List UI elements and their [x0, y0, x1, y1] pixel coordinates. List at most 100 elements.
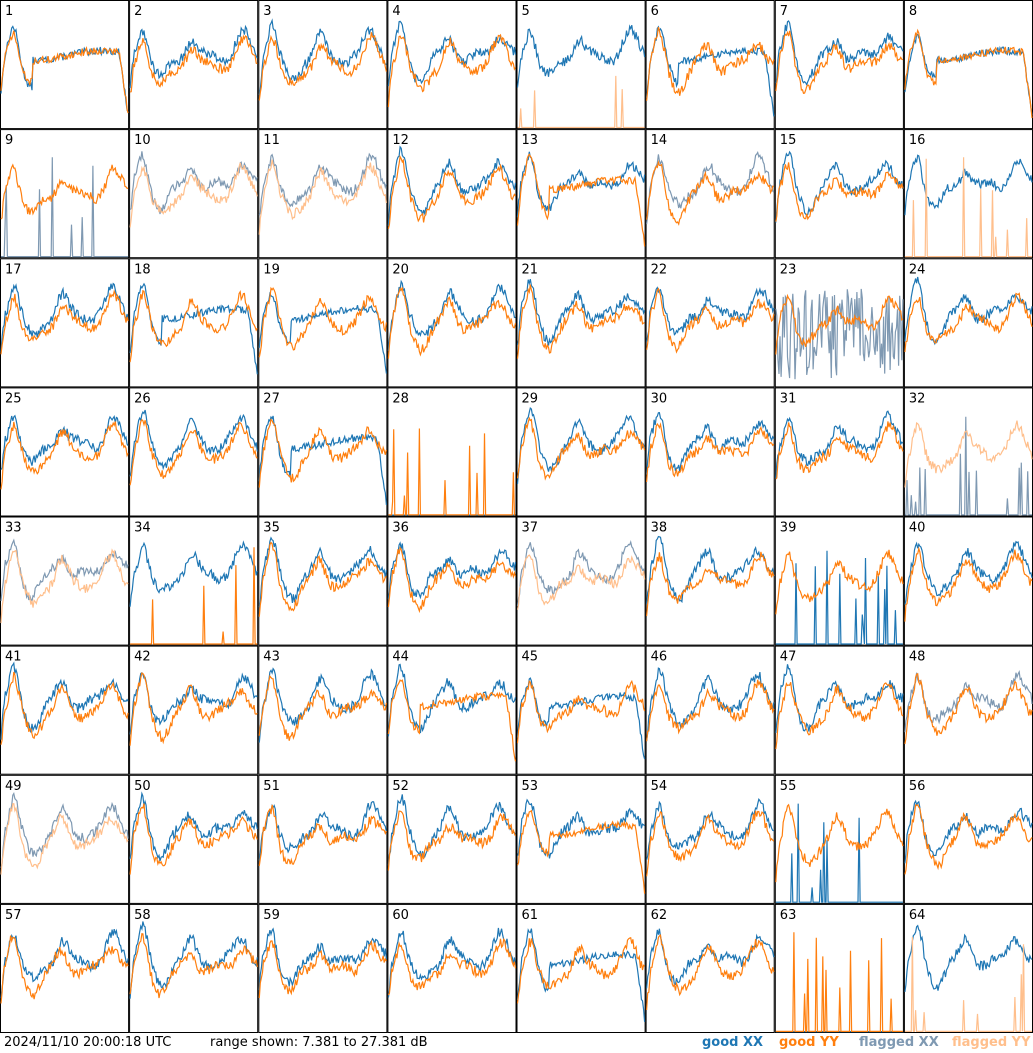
tile-17: 17: [0, 258, 130, 388]
tile-label: 63: [780, 908, 797, 923]
tile-frame: [645, 0, 775, 130]
series-yy: [646, 934, 775, 1011]
series-xx: [387, 541, 517, 600]
tile-label: 7: [780, 4, 788, 19]
series-xx: [646, 535, 775, 605]
tile-frame: [516, 0, 646, 130]
tile-20: 20: [387, 258, 517, 388]
series-yy: [775, 681, 904, 750]
tile-label: 8: [909, 4, 917, 19]
tile-frame: [129, 774, 259, 904]
series-yy: [387, 810, 517, 871]
tile-55: 55: [774, 774, 904, 904]
tile-33: 33: [0, 516, 130, 646]
series-xx: [129, 921, 258, 999]
series-yy: [129, 289, 258, 363]
tile-3: 3: [258, 0, 388, 130]
tile-frame: [0, 258, 130, 388]
tile-frame: [387, 645, 517, 775]
series-xx: [775, 550, 903, 645]
tile-frame: [774, 387, 904, 517]
series-xx: [904, 540, 1033, 605]
tile-label: 54: [651, 779, 668, 794]
tile-frame: [903, 129, 1033, 259]
tile-label: 23: [780, 262, 797, 277]
series-xx: [258, 536, 387, 608]
tile-frame: [129, 129, 259, 259]
tile-label: 17: [5, 262, 22, 277]
series-yy: [130, 547, 258, 645]
tile-label: 34: [134, 521, 151, 536]
series-xx: [516, 406, 646, 485]
series-yy: [904, 937, 1032, 1032]
tile-44: 44: [387, 645, 517, 775]
tile-51: 51: [258, 774, 388, 904]
series-xx: [129, 151, 258, 215]
tile-frame: [387, 387, 517, 517]
series-yy: [0, 935, 129, 1004]
series-yy: [646, 810, 775, 877]
tile-26: 26: [129, 387, 259, 517]
tile-label: 37: [522, 521, 539, 536]
series-xx: [775, 20, 904, 87]
tile-label: 26: [134, 391, 151, 406]
tile-50: 50: [129, 774, 259, 904]
series-xx: [129, 24, 258, 89]
tile-label: 47: [780, 650, 797, 665]
tile-45: 45: [516, 645, 646, 775]
tile-22: 22: [645, 258, 775, 388]
series-xx: [516, 540, 646, 606]
tile-frame: [129, 645, 259, 775]
tile-frame: [774, 645, 904, 775]
series-yy: [258, 674, 387, 741]
series-xx: [516, 928, 646, 1022]
series-xx: [0, 282, 129, 353]
series-yy: [646, 551, 775, 617]
series-yy: [904, 157, 1032, 258]
footer: 2024/11/10 20:00:18 UTC range shown: 7.3…: [0, 1033, 1033, 1053]
series-xx: [775, 664, 904, 733]
series-xx: [129, 409, 258, 477]
tile-frame: [774, 516, 904, 646]
series-xx: [516, 24, 646, 88]
tile-23: 23: [774, 258, 904, 388]
series-yy: [387, 546, 517, 614]
series-yy: [775, 162, 904, 222]
tile-frame: [903, 516, 1033, 646]
tile-label: 42: [134, 650, 151, 665]
series-yy: [516, 679, 646, 744]
tile-56: 56: [903, 774, 1033, 904]
tile-10: 10: [129, 129, 259, 259]
tile-frame: [0, 774, 130, 904]
series-xx: [129, 791, 258, 862]
tile-label: 39: [780, 521, 797, 536]
tile-38: 38: [645, 516, 775, 646]
series-xx: [387, 663, 517, 737]
tile-41: 41: [0, 645, 130, 775]
tile-label: 21: [522, 262, 539, 277]
tile-label: 16: [909, 133, 926, 148]
tile-frame: [0, 645, 130, 775]
series-yy: [258, 159, 387, 235]
tile-48: 48: [903, 645, 1033, 775]
tile-34: 34: [129, 516, 259, 646]
tile-frame: [129, 387, 259, 517]
series-yy: [258, 418, 387, 488]
series-xx: [516, 151, 646, 218]
series-xx: [258, 415, 387, 506]
tile-frame: [0, 129, 130, 259]
series-yy: [646, 159, 774, 226]
tile-47: 47: [774, 645, 904, 775]
series-xx: [904, 154, 1033, 216]
tile-label: 35: [263, 521, 280, 536]
tile-frame: [387, 129, 517, 259]
tile-label: 20: [392, 262, 409, 277]
tile-11: 11: [258, 129, 388, 259]
tile-39: 39: [774, 516, 904, 646]
tile-2: 2: [129, 0, 259, 130]
tile-frame: [774, 903, 904, 1033]
tile-36: 36: [387, 516, 517, 646]
tile-57: 57: [0, 903, 130, 1033]
tile-label: 46: [651, 650, 668, 665]
tile-37: 37: [516, 516, 646, 646]
